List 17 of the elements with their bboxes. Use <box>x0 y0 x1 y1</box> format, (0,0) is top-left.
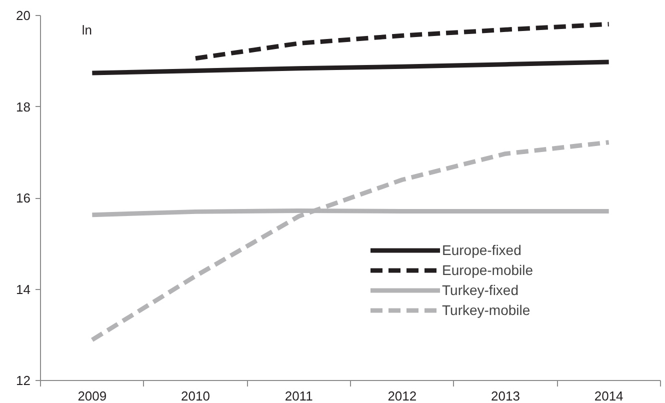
y-tick-label: 18 <box>16 99 31 114</box>
line-series <box>90 140 612 342</box>
x-tick-label: 2014 <box>594 388 624 403</box>
y-tick-label: 12 <box>16 373 31 388</box>
legend-label: Turkey-mobile <box>442 302 530 318</box>
y-tick-label: 14 <box>16 282 31 297</box>
x-tick-label: 2009 <box>78 388 107 403</box>
y-tick-label: 16 <box>16 190 31 206</box>
x-tick-label: 2010 <box>181 388 210 403</box>
x-tick-label: 2013 <box>491 388 520 403</box>
legend-label: Turkey-fixed <box>442 282 519 298</box>
y-tick-label: 20 <box>16 8 31 23</box>
x-tick-label: 2012 <box>388 388 417 403</box>
y-axis-title: ln <box>82 22 92 38</box>
x-tick-label: 2011 <box>284 388 313 403</box>
legend-label: Europe-mobile <box>442 262 534 278</box>
legend-label: Europe-fixed <box>442 242 522 258</box>
